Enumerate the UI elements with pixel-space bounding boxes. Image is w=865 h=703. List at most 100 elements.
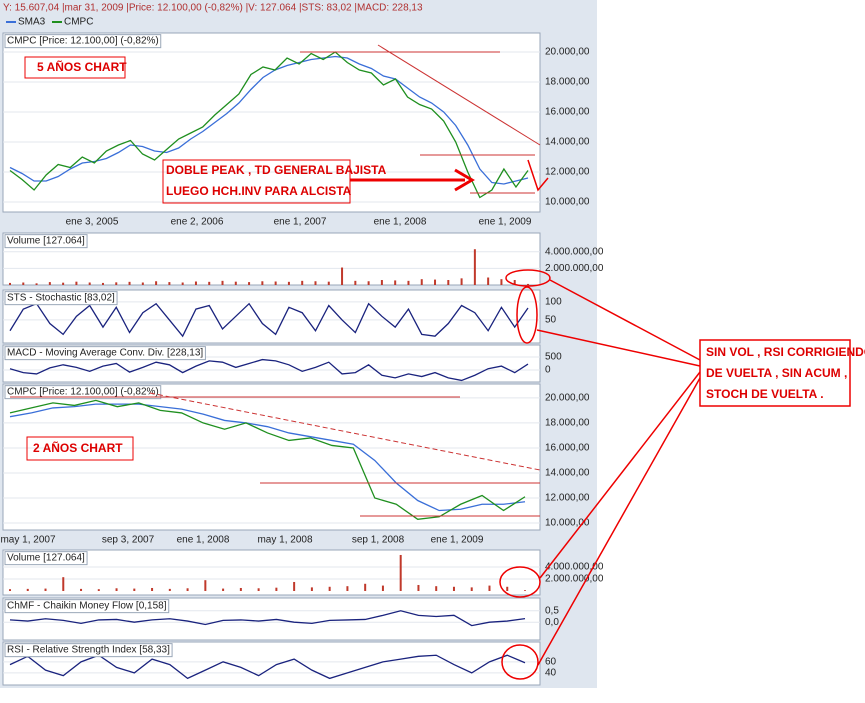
y-tick-label: 4.000.000,00: [545, 246, 604, 257]
panel: [2, 32, 541, 213]
volume-bar: [488, 585, 491, 591]
volume-bar: [394, 280, 397, 285]
legend: SMA3 CMPC: [6, 17, 93, 28]
panel-title: Volume [127.064]: [7, 236, 85, 247]
panel-title: CMPC [Price: 12.100,00] (-0,82%): [7, 36, 159, 47]
x-tick-label: may 1, 2008: [257, 535, 312, 546]
x-tick-label: ene 1, 2009: [479, 217, 532, 228]
volume-bar: [115, 282, 118, 285]
y-tick-label: 10.000,00: [545, 197, 590, 208]
volume-bar: [506, 586, 509, 591]
volume-bar: [274, 281, 277, 285]
volume-bar: [435, 586, 438, 591]
volume-bar: [239, 587, 242, 591]
panels: 10.000,00 12.000,00 14.000,00 16.000,00 18.0…: [0, 32, 604, 686]
volume-bar: [168, 588, 171, 591]
y-tick-label: 20.000,00: [545, 393, 590, 404]
volume-bar: [248, 282, 251, 285]
volume-bar: [364, 583, 367, 591]
panel-title-box: [4, 599, 170, 614]
note-text: STOCH DE VUELTA .: [706, 387, 824, 401]
volume-bar: [221, 280, 224, 285]
note-text: DOBLE PEAK , TD GENERAL BAJISTA: [166, 163, 387, 177]
y-tick-label: 2.000.000,00: [545, 574, 604, 585]
volume-bar: [346, 586, 349, 591]
volume-bar: [222, 588, 225, 591]
panel-title: STS - Stochastic [83,02]: [7, 293, 115, 304]
panel: [2, 232, 541, 286]
volume-bar: [367, 281, 370, 285]
volume-bar: [301, 280, 304, 285]
pointer: [549, 279, 701, 361]
panel-title: RSI - Relative Strength Index [58,33]: [7, 645, 170, 656]
volume-bar: [420, 279, 423, 285]
note-text: 2 AÑOS CHART: [33, 440, 123, 455]
volume-bar: [133, 588, 136, 591]
volume-bar: [399, 554, 402, 591]
volume-bar: [155, 281, 158, 285]
series-line: [9, 358, 529, 382]
panel-title-box: [4, 346, 206, 361]
legend-label: CMPC: [64, 17, 93, 28]
volume-bar: [327, 281, 330, 285]
volume-bar: [22, 282, 25, 285]
pointer: [539, 371, 701, 579]
volume-bar: [287, 281, 290, 285]
volume-bar: [204, 580, 207, 591]
volume-bar: [101, 282, 104, 285]
legend-label: SMA3: [18, 17, 46, 28]
trend-line: [377, 44, 541, 146]
volume-bar: [380, 280, 383, 285]
panel-title: ChMF - Chaikin Money Flow [0,158]: [7, 601, 167, 612]
y-tick-label: 16.000,00: [545, 107, 590, 118]
x-tick-label: sep 3, 2007: [102, 535, 155, 546]
volume-bar: [9, 282, 11, 285]
volume-bar: [168, 282, 171, 285]
y-tick-label: 0,5: [545, 605, 559, 616]
panel-title-box: [4, 291, 118, 306]
arrow-head: [454, 168, 475, 192]
panel-title-box: [4, 643, 173, 658]
note-text: SIN VOL , RSI CORRIGIENDO: [706, 345, 865, 359]
volume-bar: [328, 586, 331, 591]
volume-bar: [447, 280, 450, 285]
panel-title-box: [4, 34, 162, 49]
panel-title: CMPC [Price: 12.100,00] (-0,82%): [7, 387, 159, 398]
highlight: [501, 644, 539, 680]
y-tick-label: 14.000,00: [545, 137, 590, 148]
volume-bar: [341, 267, 344, 285]
highlight: [516, 286, 538, 344]
volume-bar: [194, 281, 197, 285]
trend-line: [149, 392, 541, 471]
volume-bar: [257, 588, 260, 591]
y-tick-label: 60: [545, 656, 557, 667]
volume-bar: [261, 281, 264, 285]
volume-bar: [35, 283, 38, 285]
forecast-stroke: [527, 159, 549, 192]
y-tick-label: 14.000,00: [545, 468, 590, 479]
volume-bar: [9, 589, 11, 591]
volume-bar: [97, 589, 100, 591]
series-line: [9, 610, 526, 627]
volume-bar: [275, 587, 278, 591]
highlight: [499, 566, 541, 598]
note-text: LUEGO HCH.INV PARA ALCISTA: [166, 184, 352, 198]
volume-bar: [75, 281, 78, 285]
y-tick-label: 10.000,00: [545, 518, 590, 529]
highlight: [505, 269, 551, 287]
y-tick-label: 0,0: [545, 617, 559, 628]
volume-bar: [26, 588, 29, 591]
volume-bar: [80, 588, 83, 591]
x-tick-label: sep 1, 2008: [352, 535, 405, 546]
volume-bar: [314, 281, 317, 285]
volume-bar: [181, 282, 184, 285]
volume-bar: [88, 282, 91, 285]
y-tick-label: 12.000,00: [545, 493, 590, 504]
panel-title: MACD - Moving Average Conv. Div. [228,13…: [7, 348, 203, 359]
panel: [2, 383, 541, 531]
volume-bar: [310, 587, 313, 591]
volume-bar: [115, 588, 118, 591]
volume-bar: [487, 277, 490, 285]
y-tick-label: 12.000,00: [545, 167, 590, 178]
